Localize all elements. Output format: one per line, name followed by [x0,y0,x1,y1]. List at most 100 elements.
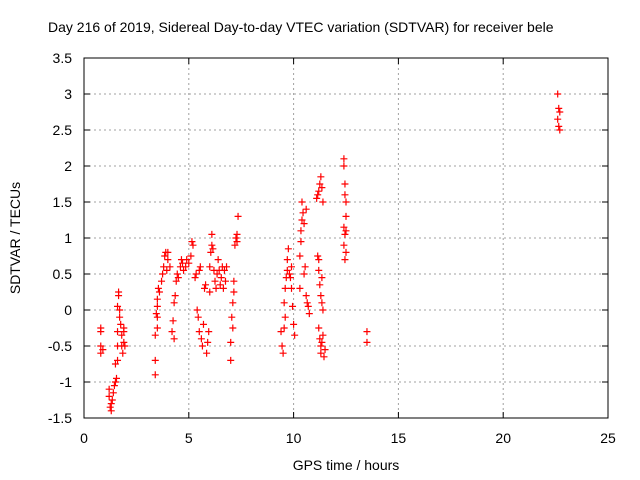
data-point [228,313,236,321]
grid-layer [84,58,608,418]
data-point [153,295,161,303]
data-point [555,122,563,130]
data-point [108,396,116,404]
data-point [154,284,162,292]
data-point [302,205,310,213]
data-point [318,184,326,192]
data-point [341,180,349,188]
data-point [116,306,124,314]
data-point [161,252,169,260]
data-point [278,342,286,350]
chart-title: Day 216 of 2019, Sidereal Day-to-day VTE… [48,19,554,35]
data-point [118,331,126,339]
data-point [223,263,231,271]
data-point [216,281,224,289]
data-point [168,328,176,336]
data-point [299,209,307,217]
data-point [97,328,105,336]
data-point [230,277,238,285]
data-point [342,248,350,256]
data-point [204,338,212,346]
data-point [114,302,122,310]
data-point [159,270,167,278]
data-point [195,328,203,336]
data-point [555,104,563,112]
data-point [107,407,115,415]
data-point [193,306,201,314]
data-point [217,274,225,282]
data-point [297,227,305,235]
data-point [363,328,371,336]
y-tick-label: -0.5 [48,338,72,354]
data-point [188,238,196,246]
y-tick-label: 1.5 [53,194,73,210]
data-point [279,349,287,357]
data-point [97,342,105,350]
data-point [315,266,323,274]
data-point [283,266,291,274]
data-point [152,310,160,318]
data-point [342,227,350,235]
y-tick-label: 2 [64,158,72,174]
data-point [196,263,204,271]
data-point [116,313,124,321]
data-point [302,292,310,300]
data-point [229,324,237,332]
data-point [277,328,285,336]
x-tick-label: 25 [600,430,616,446]
data-point [202,281,210,289]
data-point [280,324,288,332]
data-point [300,270,308,278]
data-point [115,292,123,300]
data-point [315,187,323,195]
data-point [303,299,311,307]
data-point [212,284,220,292]
y-tick-label: -1 [60,374,73,390]
data-point [151,356,159,364]
data-point [120,338,128,346]
data-point [173,270,181,278]
data-point [298,216,306,224]
data-point [300,220,308,228]
y-tick-label: 3.5 [53,50,73,66]
data-point [189,241,197,249]
data-point [153,302,161,310]
data-point [199,320,207,328]
data-point [305,310,313,318]
data-point [214,256,222,264]
data-point [164,256,172,264]
data-point [110,382,118,390]
data-point [151,371,159,379]
data-point [205,328,213,336]
x-tick-label: 0 [80,430,88,446]
data-point [341,256,349,264]
data-point [554,115,562,123]
data-point [290,320,298,328]
data-point [172,277,180,285]
data-point [316,281,324,289]
data-point [208,230,216,238]
data-point [340,241,348,249]
data-point [198,342,206,350]
data-point [170,299,178,307]
data-point [180,266,188,274]
data-point [289,302,297,310]
data-point [288,263,296,271]
data-point [340,223,348,231]
data-point [340,155,348,163]
data-point [281,284,289,292]
data-point [182,263,190,271]
data-point [286,274,294,282]
data-point [317,173,325,181]
data-point [195,266,203,274]
data-point [314,252,322,260]
y-tick-label: -1.5 [48,410,72,426]
data-point [554,90,562,98]
data-point [297,238,305,246]
data-point [206,288,214,296]
data-point [219,284,227,292]
data-point [164,248,172,256]
data-point [320,353,328,361]
x-tick-label: 10 [286,430,302,446]
